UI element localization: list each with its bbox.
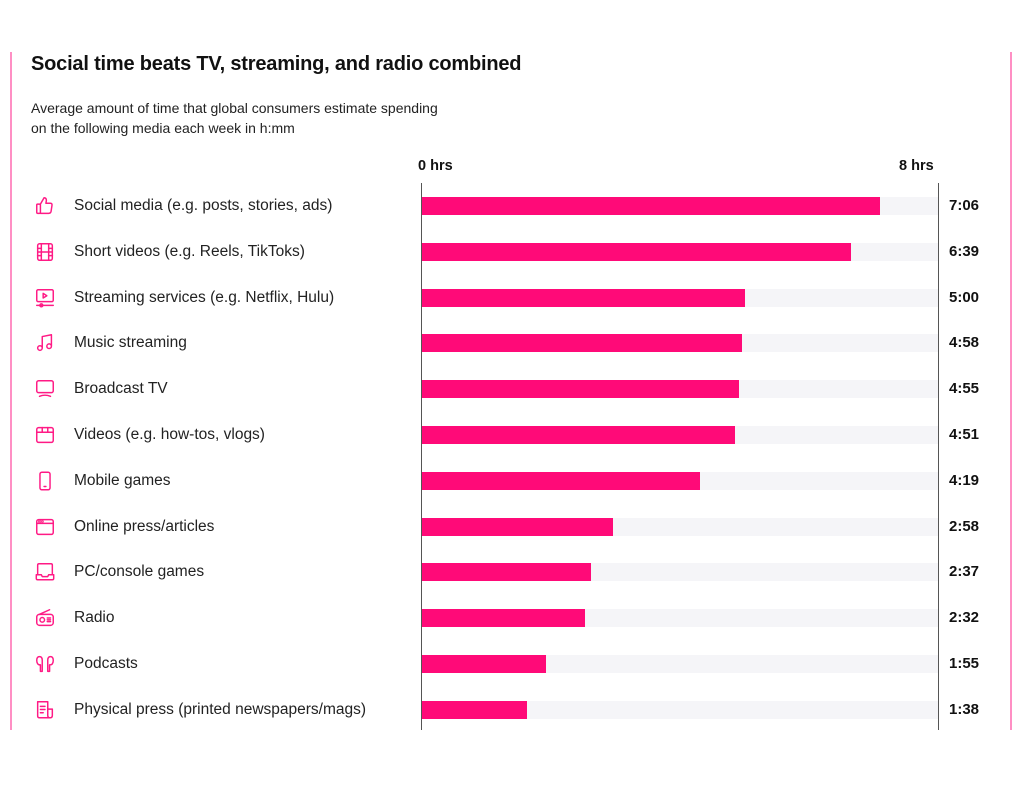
axis-end-label: 8 hrs [899, 158, 934, 174]
newspaper-icon [34, 699, 56, 721]
left-accent-border [10, 52, 12, 730]
bar [422, 609, 585, 627]
bar [422, 472, 700, 490]
streaming-play-icon [34, 287, 56, 309]
right-accent-border [1010, 52, 1012, 730]
chart-row: Physical press (printed newspapers/mags)… [0, 700, 1024, 720]
film-strip-icon [34, 241, 56, 263]
bar-track [422, 701, 938, 719]
chart-row: Radio 2:32 [0, 608, 1024, 628]
bar [422, 334, 742, 352]
chart-row: Short videos (e.g. Reels, TikToks) 6:39 [0, 242, 1024, 262]
chart-row: Mobile games 4:19 [0, 471, 1024, 491]
chart-row: PC/console games 2:37 [0, 562, 1024, 582]
chart-row: Broadcast TV 4:55 [0, 379, 1024, 399]
category-label: Broadcast TV [74, 380, 168, 397]
value-label: 6:39 [949, 243, 980, 260]
browser-window-icon [34, 516, 56, 538]
laptop-icon [34, 561, 56, 583]
value-label: 2:32 [949, 609, 980, 626]
chart-row: Videos (e.g. how-tos, vlogs) 4:51 [0, 425, 1024, 445]
category-label: Radio [74, 609, 115, 626]
thumbs-up-icon [34, 195, 56, 217]
category-label: Short videos (e.g. Reels, TikToks) [74, 243, 305, 260]
value-label: 4:51 [949, 426, 980, 443]
tv-icon [34, 378, 56, 400]
bar [422, 518, 613, 536]
value-label: 1:55 [949, 655, 980, 672]
value-label: 7:06 [949, 197, 980, 214]
bar-track [422, 655, 938, 673]
category-label: Physical press (printed newspapers/mags) [74, 701, 367, 718]
mobile-phone-icon [34, 470, 56, 492]
chart-row: Podcasts 1:55 [0, 654, 1024, 674]
category-label: Music streaming [74, 334, 187, 351]
subtitle-line-1: Average amount of time that global consu… [31, 100, 438, 116]
value-label: 1:38 [949, 701, 980, 718]
category-label: Mobile games [74, 472, 171, 489]
value-label: 2:37 [949, 563, 980, 580]
value-label: 4:58 [949, 334, 980, 351]
chart-row: Music streaming 4:58 [0, 333, 1024, 353]
bar [422, 426, 735, 444]
bar [422, 563, 591, 581]
chart-title: Social time beats TV, streaming, and rad… [31, 53, 522, 75]
bar [422, 701, 527, 719]
value-label: 2:58 [949, 518, 980, 535]
axis-max-line [938, 183, 939, 730]
subtitle-line-2: on the following media each week in h:mm [31, 120, 295, 136]
radio-icon [34, 607, 56, 629]
chart-row: Streaming services (e.g. Netflix, Hulu) 5… [0, 288, 1024, 308]
bar [422, 243, 851, 261]
value-label: 4:19 [949, 472, 980, 489]
category-label: PC/console games [74, 563, 205, 580]
chart-row: Social media (e.g. posts, stories, ads) 7… [0, 196, 1024, 216]
value-label: 5:00 [949, 289, 980, 306]
bar [422, 197, 880, 215]
music-note-icon [34, 332, 56, 354]
category-label: Streaming services (e.g. Netflix, Hulu) [74, 289, 335, 306]
category-label: Online press/articles [74, 518, 215, 535]
axis-start-label: 0 hrs [418, 158, 453, 174]
category-label: Podcasts [74, 655, 138, 672]
clapperboard-icon [34, 424, 56, 446]
chart-subtitle: Average amount of time that global consu… [31, 98, 551, 138]
bar [422, 655, 546, 673]
bar [422, 289, 745, 307]
value-label: 4:55 [949, 380, 980, 397]
axis-zero-line [421, 183, 422, 730]
earbuds-icon [34, 653, 56, 675]
category-label: Social media (e.g. posts, stories, ads) [74, 197, 333, 214]
chart-row: Online press/articles 2:58 [0, 517, 1024, 537]
bar [422, 380, 739, 398]
category-label: Videos (e.g. how-tos, vlogs) [74, 426, 265, 443]
